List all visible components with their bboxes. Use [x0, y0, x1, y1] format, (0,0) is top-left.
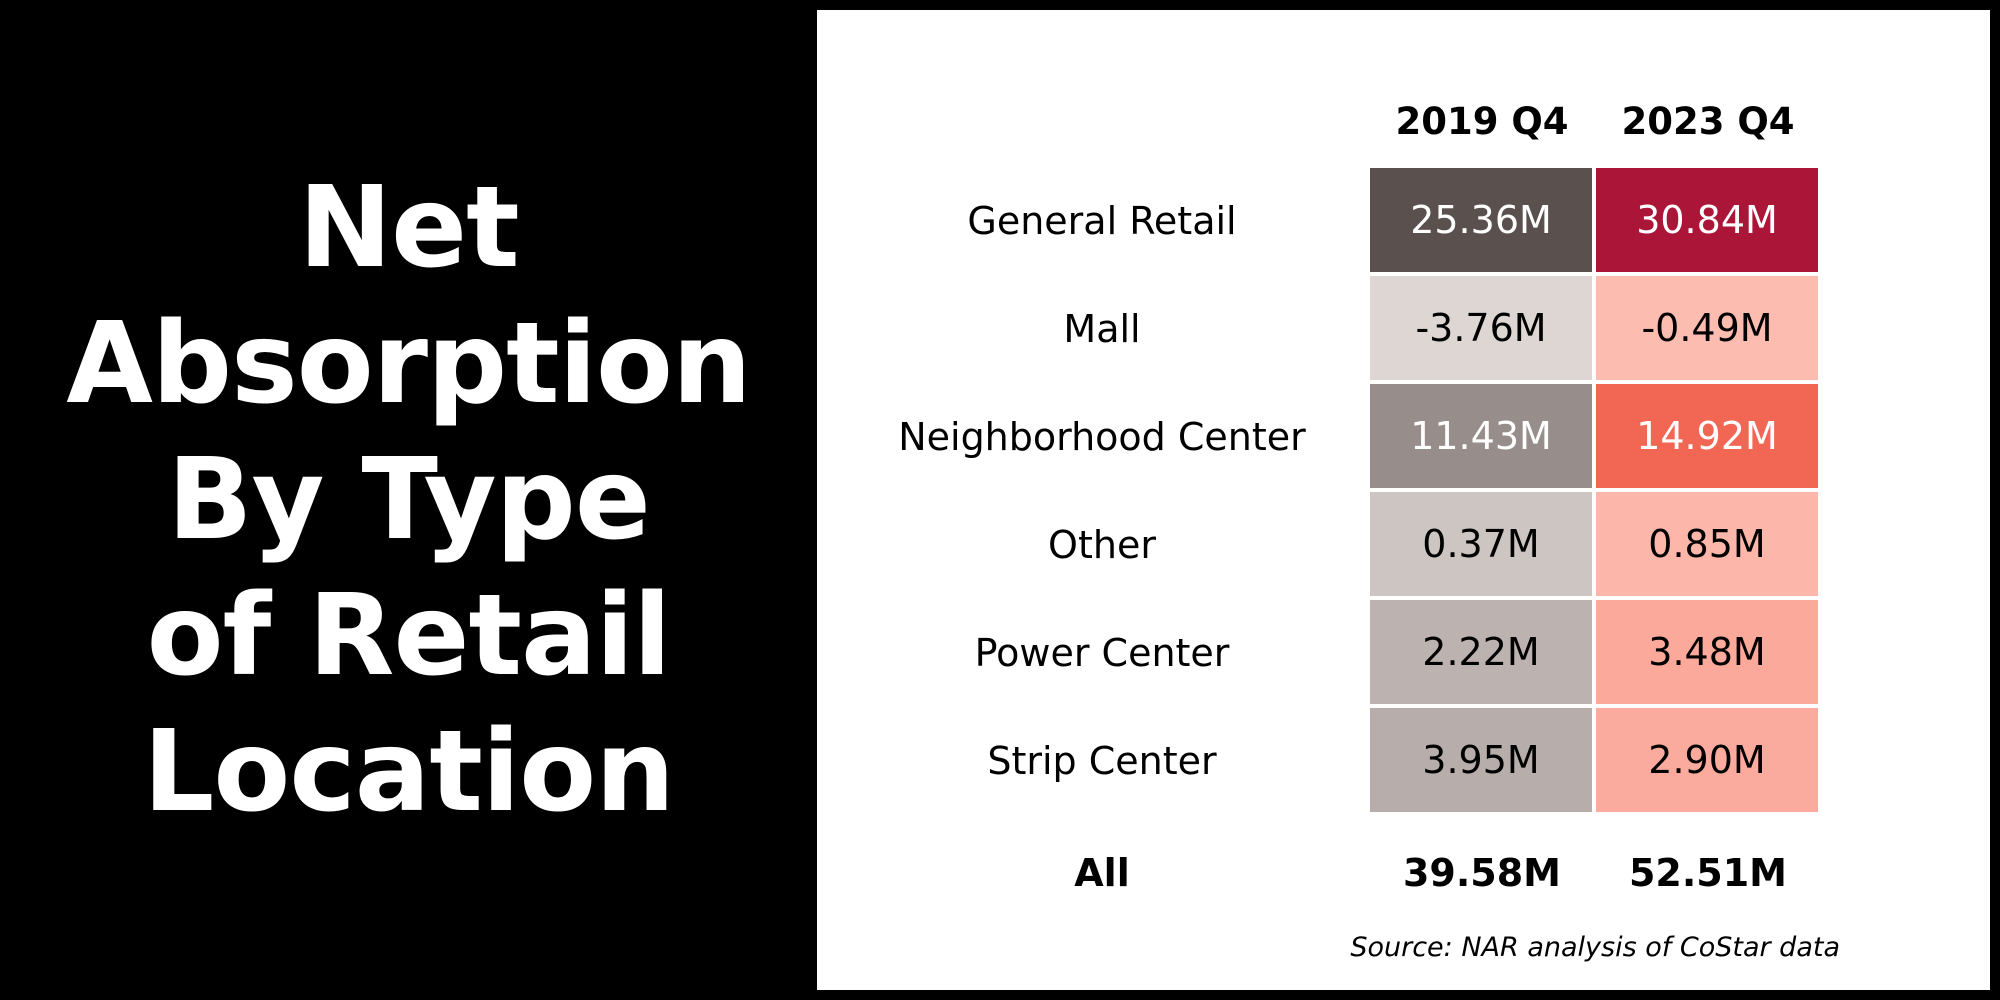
title-line-4: of Retail	[146, 571, 672, 701]
cell-mall-2019-q4: -3.76M	[1370, 276, 1592, 380]
total-2023-q4-value: 52.51M	[1628, 851, 1787, 895]
title-line-5: Location	[143, 707, 675, 837]
column-header-2019-q4: 2019 Q4	[1395, 100, 1569, 143]
cell-other-2023-q4: 0.85M	[1596, 492, 1818, 596]
cell-general-retail-2019-q4: 25.36M	[1370, 168, 1592, 272]
title-panel: Net Absorption By Type of Retail Locatio…	[0, 0, 817, 1000]
table-card: 2019 Q4 2023 Q4 All 39.58M 52.51M Source…	[817, 10, 1990, 990]
total-2019-q4-value: 39.58M	[1402, 851, 1561, 895]
cell-power-center-2023-q4: 3.48M	[1596, 600, 1818, 704]
row-label-general-retail: General Retail	[967, 199, 1237, 243]
row-label-other: Other	[1048, 523, 1156, 567]
cell-general-retail-2023-q4: 30.84M	[1596, 168, 1818, 272]
row-label-strip-center: Strip Center	[987, 739, 1217, 783]
row-label-mall: Mall	[1063, 307, 1141, 351]
row-label-power-center: Power Center	[974, 631, 1230, 675]
cell-neighborhood-center-2023-q4: 14.92M	[1596, 384, 1818, 488]
cell-mall-2023-q4: -0.49M	[1596, 276, 1818, 380]
row-label-neighborhood-center: Neighborhood Center	[898, 415, 1306, 459]
title-line-2: Absorption	[66, 299, 751, 429]
column-header-2023-q4: 2023 Q4	[1621, 100, 1795, 143]
cell-other-2019-q4: 0.37M	[1370, 492, 1592, 596]
total-row-label: All	[1074, 851, 1130, 895]
cell-strip-center-2019-q4: 3.95M	[1370, 708, 1592, 812]
cell-strip-center-2023-q4: 2.90M	[1596, 708, 1818, 812]
title-line-3: By Type	[167, 435, 651, 565]
source-note: Source: NAR analysis of CoStar data	[1350, 932, 1840, 963]
cell-power-center-2019-q4: 2.22M	[1370, 600, 1592, 704]
title-line-1: Net	[298, 163, 519, 293]
cell-neighborhood-center-2019-q4: 11.43M	[1370, 384, 1592, 488]
